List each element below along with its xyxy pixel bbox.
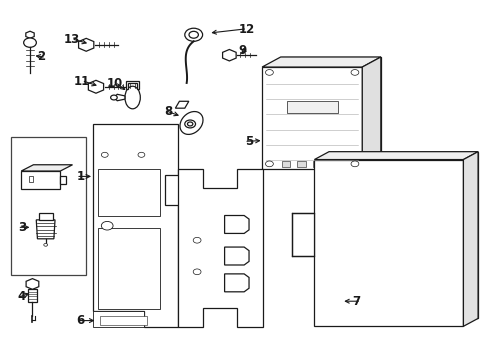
Bar — [28, 176, 33, 182]
Polygon shape — [224, 274, 249, 292]
Polygon shape — [362, 57, 381, 169]
Text: 13: 13 — [64, 33, 80, 46]
Polygon shape — [224, 216, 249, 233]
Bar — [297, 161, 306, 167]
Text: 12: 12 — [239, 23, 255, 36]
Polygon shape — [21, 165, 73, 171]
Circle shape — [101, 221, 113, 230]
Text: 1: 1 — [76, 170, 85, 183]
Text: 6: 6 — [76, 314, 85, 327]
Text: 8: 8 — [165, 105, 172, 118]
Circle shape — [351, 69, 359, 75]
Circle shape — [111, 95, 117, 100]
Circle shape — [351, 161, 359, 167]
Text: 3: 3 — [18, 221, 26, 234]
Polygon shape — [315, 152, 478, 159]
Polygon shape — [114, 94, 125, 101]
Polygon shape — [464, 152, 478, 326]
Bar — [281, 57, 381, 159]
Bar — [28, 289, 37, 302]
Polygon shape — [224, 247, 249, 265]
Text: 4: 4 — [18, 290, 26, 303]
Circle shape — [193, 237, 201, 243]
Circle shape — [266, 69, 273, 75]
Text: 7: 7 — [352, 295, 361, 308]
Polygon shape — [21, 171, 60, 189]
Bar — [313, 161, 322, 167]
Circle shape — [24, 38, 36, 47]
Bar — [344, 161, 353, 167]
Bar — [262, 67, 362, 169]
Bar — [98, 169, 160, 216]
Bar — [98, 228, 160, 309]
Circle shape — [138, 152, 145, 157]
Text: 9: 9 — [239, 44, 247, 57]
Bar — [329, 152, 478, 319]
Text: 11: 11 — [74, 75, 90, 88]
Polygon shape — [315, 159, 464, 326]
Polygon shape — [26, 31, 34, 38]
Polygon shape — [126, 81, 139, 89]
Text: 5: 5 — [245, 135, 253, 148]
Polygon shape — [177, 169, 263, 327]
Bar — [287, 101, 338, 113]
Polygon shape — [60, 176, 67, 184]
Polygon shape — [36, 220, 55, 239]
Polygon shape — [78, 39, 94, 51]
Circle shape — [185, 28, 202, 41]
Polygon shape — [93, 125, 178, 327]
Polygon shape — [262, 57, 381, 67]
Polygon shape — [26, 279, 39, 289]
Text: 10: 10 — [107, 77, 123, 90]
Polygon shape — [293, 213, 315, 256]
Bar — [100, 316, 147, 325]
Bar — [11, 137, 86, 275]
Circle shape — [44, 243, 48, 246]
Circle shape — [193, 269, 201, 275]
Polygon shape — [175, 101, 189, 108]
Bar — [282, 161, 291, 167]
Circle shape — [266, 161, 273, 167]
Circle shape — [188, 122, 193, 126]
Circle shape — [185, 120, 196, 128]
Polygon shape — [88, 80, 103, 93]
Text: 2: 2 — [37, 50, 46, 63]
Circle shape — [101, 152, 108, 157]
Circle shape — [189, 31, 198, 38]
Ellipse shape — [180, 112, 203, 134]
Bar — [329, 161, 337, 167]
Ellipse shape — [125, 86, 140, 109]
Polygon shape — [222, 49, 236, 61]
Bar — [93, 311, 144, 327]
Polygon shape — [39, 213, 53, 220]
